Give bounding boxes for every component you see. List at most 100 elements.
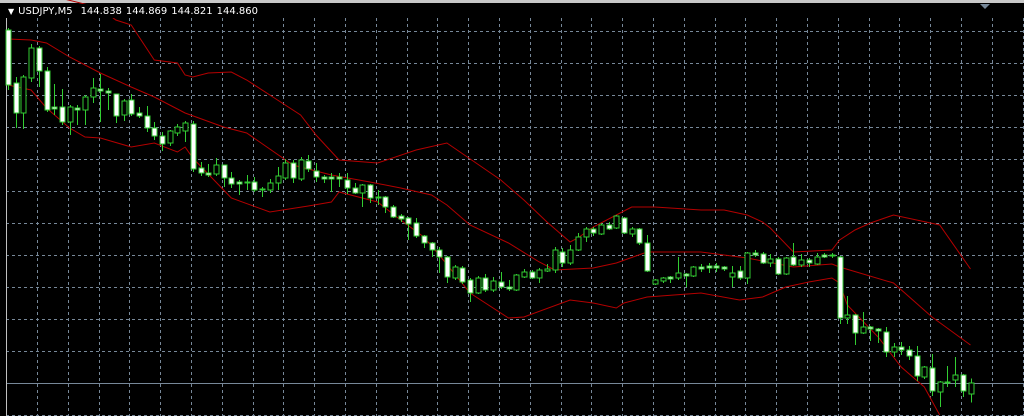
candle-body [467,279,474,294]
candle-body [867,326,874,330]
candle-body [290,162,297,179]
candle-bullish [174,124,181,136]
candle-body [28,47,35,79]
candle-bullish [513,274,520,291]
candle-body [251,181,258,191]
candle-bearish [559,248,566,267]
candle-bullish [182,121,189,142]
candle-bearish [390,205,397,218]
ohlc-open: 144.838 [80,5,122,17]
candle-body [36,47,43,72]
candle-bearish [336,173,343,187]
candle-body [706,265,713,269]
candle-body [559,251,566,264]
candle-body [713,265,720,269]
candle-bullish [652,279,659,285]
candle-body [490,280,497,291]
candle-body [875,328,882,332]
candle-bearish [683,273,690,287]
candle-body [636,228,643,244]
candle-bearish [698,264,705,272]
candle-body [74,107,81,111]
candle-body [860,326,867,334]
candle-bullish [521,269,528,278]
candle-body [398,215,405,220]
candle-body [352,187,359,194]
candle-body [128,99,135,115]
candle-bullish [267,179,274,193]
candle-bullish [359,184,366,207]
candle-bearish [721,266,728,271]
candle-body [929,367,936,392]
candle-bearish [621,217,628,234]
candle-bullish [598,223,605,235]
candle-body [167,130,174,144]
candle-body [213,164,220,175]
candle-bullish [275,167,282,190]
candle-body [44,70,51,111]
candle-bullish [968,378,975,403]
candle-body [20,76,27,114]
candle-bullish [891,343,898,357]
candle-bullish [536,268,543,283]
candle-bearish [421,235,428,248]
candle-body [883,331,890,353]
candle-body [298,159,305,180]
candle-bearish [236,180,243,195]
candle-body [837,256,844,319]
candle-bearish [244,175,251,190]
candle-bullish [844,296,851,324]
candle-body [182,122,189,132]
candle-bearish [467,278,474,302]
candle-bearish [459,266,466,284]
candle-body [67,106,74,123]
chart-shift-marker-icon [980,4,990,9]
symbol-timeframe: USDJPY,M5 [18,5,73,17]
candle-body [97,88,104,92]
candle-body [267,182,274,191]
candle-bullish [613,215,620,229]
candle-body [344,179,351,189]
candle-bearish [883,327,890,357]
candle-bearish [5,28,12,90]
candle-bearish [228,172,235,188]
candle-body [652,279,659,285]
candle-body [444,256,451,278]
triangle-down-icon[interactable]: ▼ [8,6,15,16]
candle-bearish [59,89,66,125]
candle-bullish [744,252,751,284]
candle-body [359,184,366,194]
candle-bearish [929,354,936,396]
candle-bearish [398,214,405,222]
candle-bearish [13,77,20,128]
candle-bearish [221,164,228,187]
candle-bearish [413,218,420,238]
candle-bearish [290,160,297,183]
candle-bearish [74,105,81,125]
candle-bearish [405,217,412,240]
candle-bearish [328,173,335,192]
candle-bullish [675,257,682,280]
candle-body [459,267,466,283]
candle-bearish [944,366,951,387]
candle-bearish [128,94,135,116]
candle-body [814,256,821,265]
band-lower-line [7,84,941,416]
candle-bearish [667,276,674,283]
candle-body [744,252,751,279]
candle-body [506,286,513,290]
candle-bearish [352,183,359,194]
candle-bearish [313,163,320,182]
candle-bearish [837,256,844,324]
candle-body [198,167,205,174]
candle-bearish [259,187,266,197]
candle-body [606,224,613,230]
candle-body [90,87,97,98]
candle-bearish [914,346,921,381]
candle-body [906,349,913,357]
candle-body [675,272,682,279]
candle-body [829,254,836,257]
ohlc-high: 144.869 [125,5,168,17]
candle-bearish [706,263,713,273]
